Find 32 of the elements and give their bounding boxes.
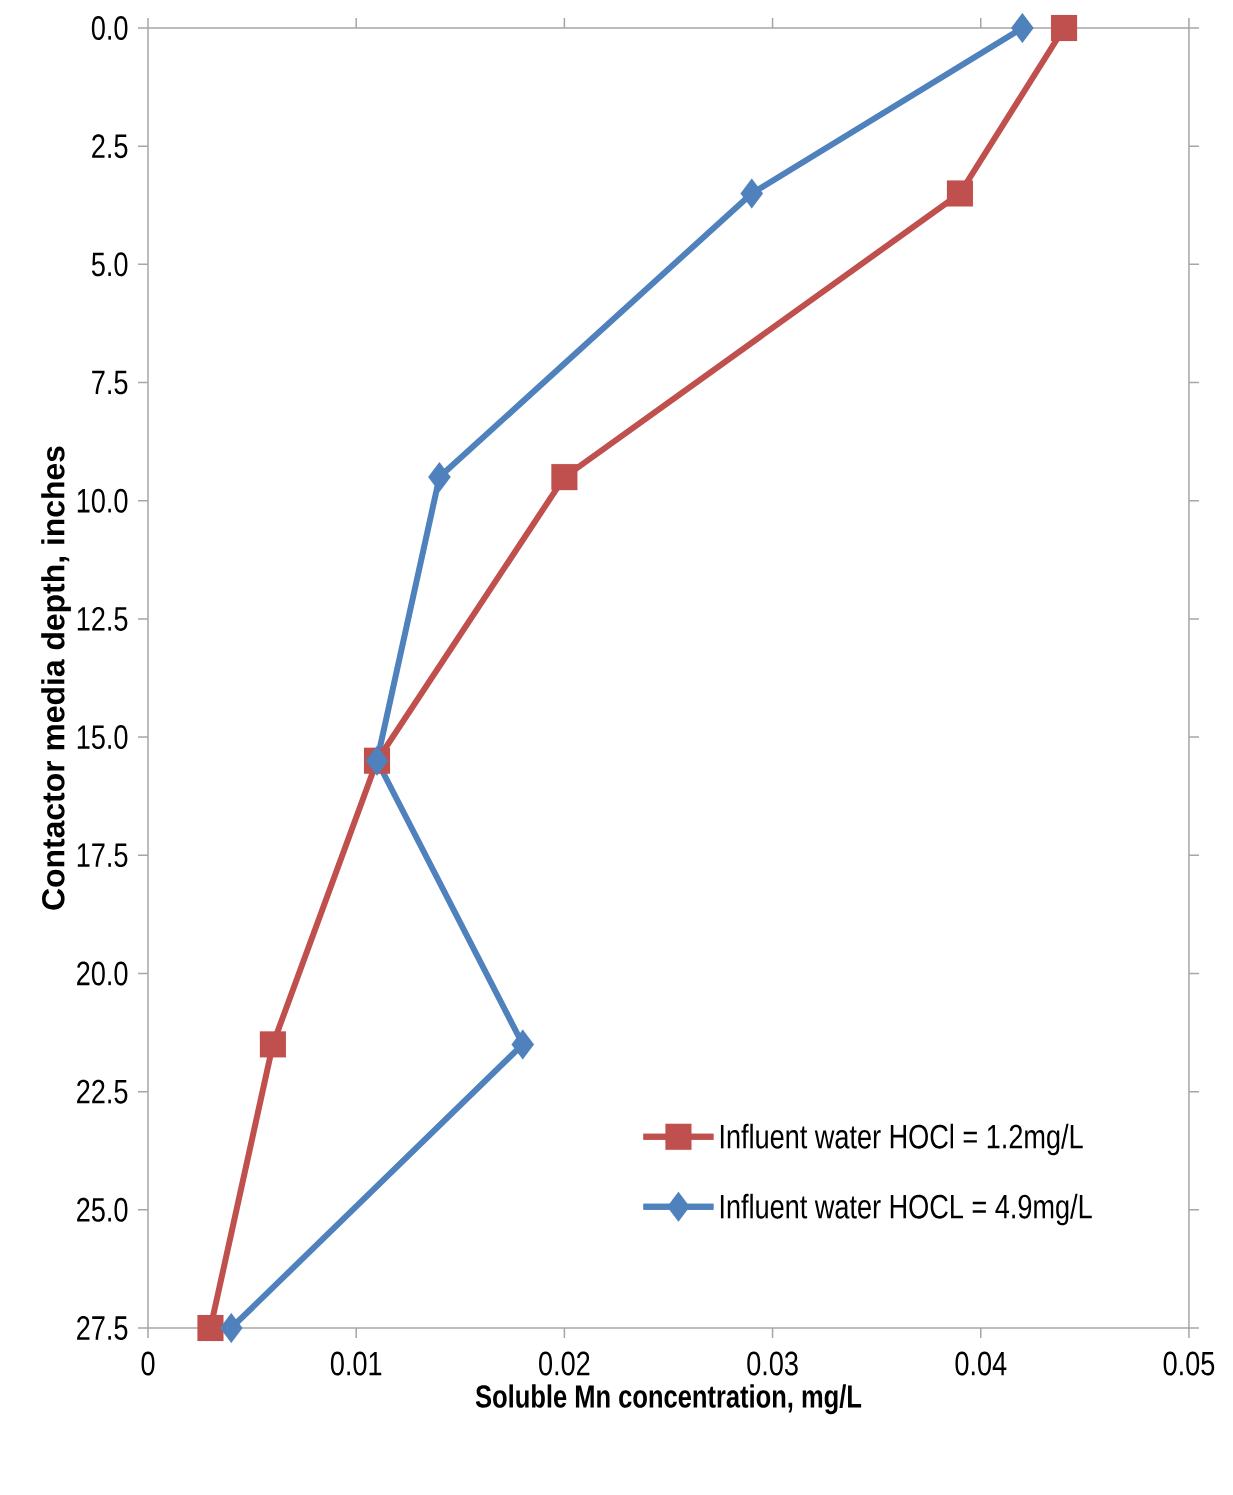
y-tick-label: 5.0 (91, 252, 128, 277)
point (551, 464, 578, 491)
x-tick-label: 0.03 (747, 1351, 798, 1376)
x-axis-title: Soluble Mn concentration, mg/L (475, 1384, 862, 1415)
y-tick-label: 17.5 (77, 843, 128, 868)
y-tick-label: 0.0 (91, 16, 128, 40)
point (259, 1031, 286, 1058)
y-tick-label: 2.5 (92, 134, 128, 159)
point (946, 180, 974, 207)
point (1011, 12, 1034, 44)
x-tick-label: 0 (141, 1351, 155, 1376)
legend-label: Influent water HOCL = 4.9mg/L (720, 1193, 1092, 1226)
y-tick-label: 10.0 (77, 488, 128, 513)
y-tick-label: 25.0 (77, 1197, 128, 1222)
point (219, 1312, 243, 1344)
point (511, 1029, 535, 1060)
x-tick-label: 0.04 (955, 1351, 1007, 1376)
y-tick-label: 15.0 (77, 725, 128, 750)
x-tick-label: 0.05 (1163, 1351, 1215, 1376)
y-tick-label: 7.5 (92, 370, 128, 395)
point (428, 462, 451, 493)
y-tick-label: 22.5 (77, 1079, 128, 1104)
y-tick-label: 20.0 (77, 961, 128, 986)
y-tick-label: 27.5 (77, 1316, 128, 1341)
point (1050, 14, 1078, 42)
x-tick-label: 0.02 (539, 1351, 590, 1376)
y-axis-title: Contactor media depth, inches (41, 446, 71, 910)
y-tick-label: 12.5 (77, 606, 128, 631)
point (197, 1314, 224, 1342)
point (740, 178, 764, 209)
legend-label: Influent water HOCl = 1.2mg/L (720, 1123, 1083, 1156)
x-tick-label: 0.01 (330, 1351, 382, 1376)
